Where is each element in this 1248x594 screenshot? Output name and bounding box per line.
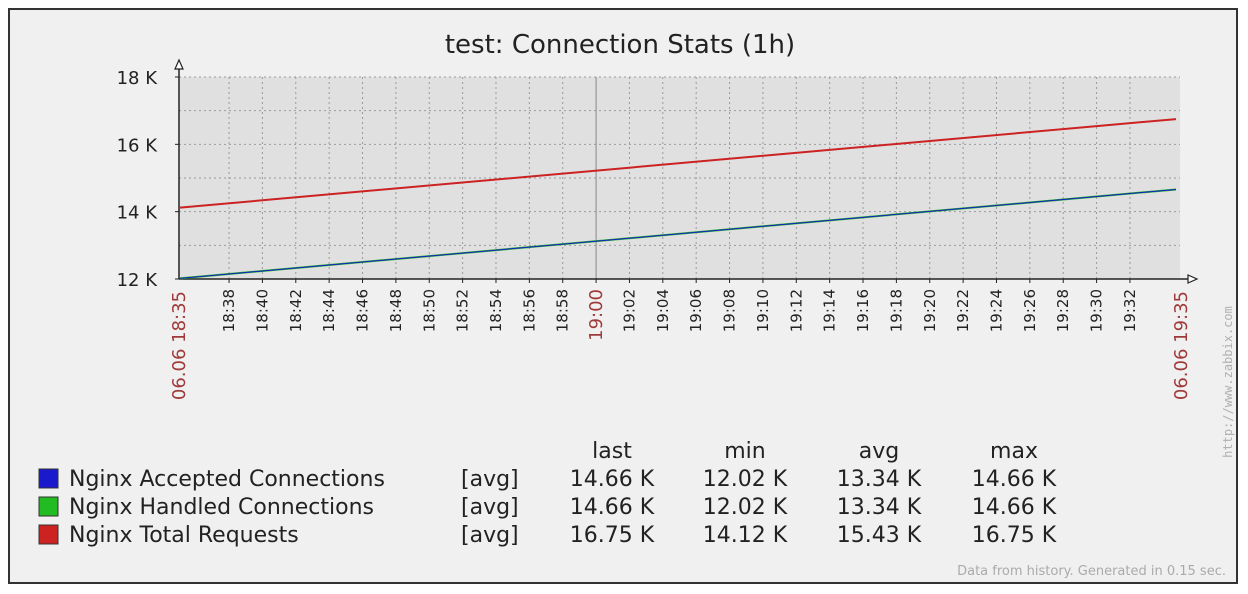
y-tick-label: 18 K	[117, 68, 159, 89]
legend-series-name: Nginx Total Requests	[69, 523, 299, 548]
legend-func: [avg]	[461, 467, 519, 492]
x-tick-label: 19:30	[1088, 289, 1106, 332]
x-tick-label: 18:52	[454, 289, 472, 332]
legend-avg: 15.43 K	[837, 523, 922, 548]
x-tick-label: 18:54	[487, 289, 505, 332]
footer-text: Data from history. Generated in 0.15 sec…	[957, 564, 1226, 579]
x-tick-label: 18:58	[554, 289, 572, 332]
x-tick-label: 18:42	[287, 289, 305, 332]
legend-avg: 13.34 K	[837, 495, 922, 520]
x-tick-label: 18:50	[420, 289, 438, 332]
x-end-label: 06.06 19:35	[1171, 291, 1192, 400]
legend-last: 14.66 K	[570, 467, 655, 492]
legend-header-min: min	[724, 439, 766, 464]
legend-max: 16.75 K	[972, 523, 1057, 548]
series-line-accepted	[179, 188, 1177, 279]
x-tick-label: 19:02	[620, 289, 638, 332]
watermark-text: http://www.zabbix.com	[1221, 306, 1235, 458]
chart-title: test: Connection Stats (1h)	[445, 30, 795, 60]
legend-header-max: max	[990, 439, 1038, 464]
legend-swatch	[38, 468, 59, 489]
x-tick-label: 19:10	[754, 289, 772, 332]
legend-last: 16.75 K	[570, 523, 655, 548]
x-tick-label: 19:16	[854, 289, 872, 332]
x-tick-label: 19:00	[586, 289, 607, 341]
legend-func: [avg]	[461, 523, 519, 548]
legend-header-avg: avg	[859, 439, 899, 464]
x-tick-label: 19:04	[654, 289, 672, 332]
legend-avg: 13.34 K	[837, 467, 922, 492]
legend-max: 14.66 K	[972, 495, 1057, 520]
x-tick-label: 18:56	[520, 289, 538, 332]
legend-max: 14.66 K	[972, 467, 1057, 492]
legend-min: 12.02 K	[703, 467, 788, 492]
x-axis-arrow	[1187, 274, 1199, 284]
x-tick-label: 18:44	[320, 289, 338, 332]
x-tick-label: 19:22	[954, 289, 972, 332]
legend-header-last: last	[592, 439, 632, 464]
y-tick-label: 14 K	[117, 203, 159, 224]
y-tick-label: 16 K	[117, 135, 159, 156]
series-line-requests	[179, 118, 1177, 209]
x-tick-label: 19:12	[787, 289, 805, 332]
x-tick-label: 19:14	[821, 289, 839, 332]
x-tick-label: 19:24	[987, 289, 1005, 332]
legend-last: 14.66 K	[570, 495, 655, 520]
legend-series-name: Nginx Handled Connections	[69, 495, 374, 520]
legend-min: 12.02 K	[703, 495, 788, 520]
legend-func: [avg]	[461, 495, 519, 520]
legend-swatch	[38, 524, 59, 545]
x-tick-label: 19:18	[887, 289, 905, 332]
x-tick-label: 18:46	[354, 289, 372, 332]
x-tick-label: 19:32	[1121, 289, 1139, 332]
x-tick-label: 18:38	[220, 289, 238, 332]
y-tick-label: 12 K	[117, 270, 159, 291]
x-tick-label: 19:20	[921, 289, 939, 332]
x-tick-label: 19:06	[687, 289, 705, 332]
legend-min: 14.12 K	[703, 523, 788, 548]
x-tick-label: 18:48	[387, 289, 405, 332]
x-tick-label: 19:26	[1021, 289, 1039, 332]
x-start-label: 06.06 18:35	[169, 291, 190, 400]
x-tick-label: 18:40	[253, 289, 271, 332]
legend-series-name: Nginx Accepted Connections	[69, 467, 385, 492]
x-tick-label: 19:28	[1054, 289, 1072, 332]
x-tick-label: 19:08	[721, 289, 739, 332]
y-axis-arrow	[174, 58, 184, 70]
legend-swatch	[38, 496, 59, 517]
